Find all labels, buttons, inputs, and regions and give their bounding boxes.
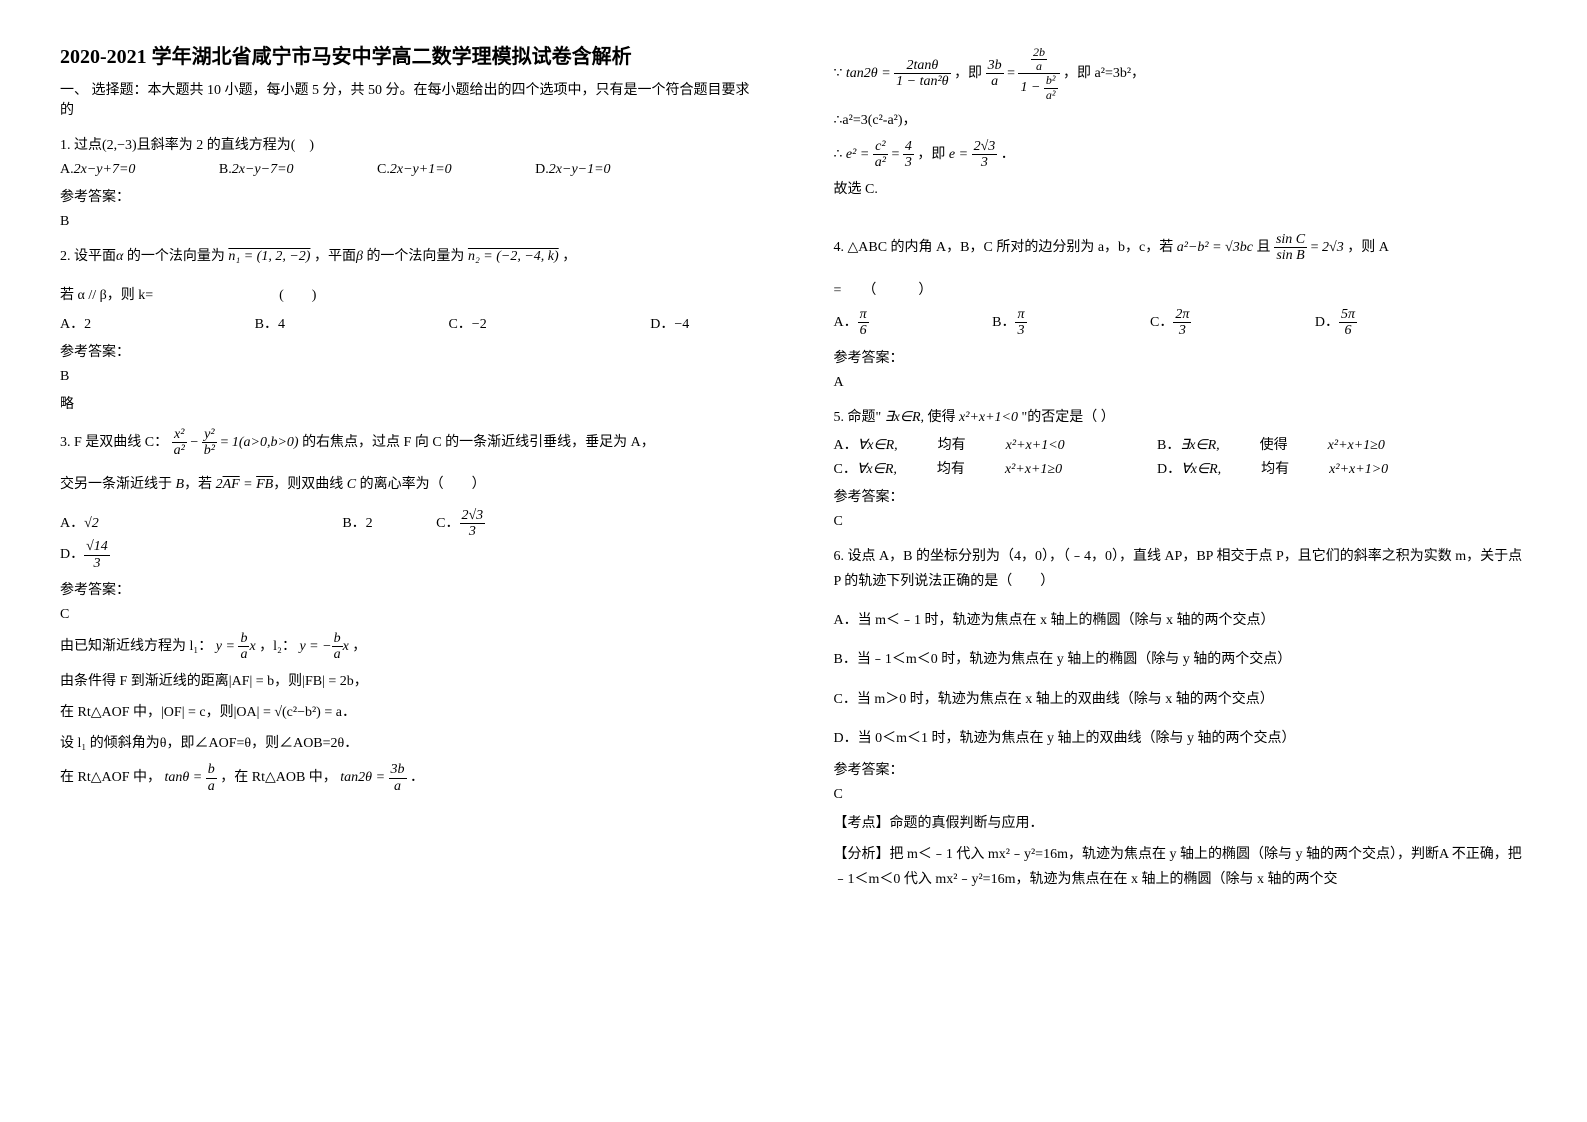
q5B-b: 使得 (1260, 434, 1288, 454)
question-3: 3. F 是双曲线 C： x²a² − y²b² = 1(a>0,b>0) 的右… (60, 427, 754, 459)
q1-answer: B (60, 214, 754, 230)
q6-fenxi: 【分析】把 m＜﹣1 代入 mx²﹣y²=16m，轨迹为焦点在 y 轴上的椭圆（… (834, 842, 1528, 892)
q6-opt-c: C．当 m＞0 时，轨迹为焦点在 x 轴上的双曲线（除与 x 轴的两个交点） (834, 687, 1528, 712)
q5-a: 5. 命题" (834, 410, 882, 425)
q3-right-1: ∵ tan2θ = 2tanθ1 − tan²θ ，即 3ba = 2ba1 −… (834, 46, 1528, 102)
q3-w1c: ， (352, 639, 366, 654)
q6-opt-a: A．当 m＜﹣1 时，轨迹为焦点在 x 轴上的椭圆（除与 x 轴的两个交点） (834, 608, 1528, 633)
q5B-a: ∃x∈R, (1180, 437, 1219, 454)
question-1: 1. 过点(2,−3)且斜率为 2 的直线方程为( ) (60, 133, 754, 158)
q6-kaodian: 【考点】命题的真假判断与应用． (834, 811, 1528, 836)
q2-opt-c: C．−2 (448, 313, 486, 333)
question-4: 4. △ABC 的内角 A，B，C 所对的边分别为 a，b，c，若 a²−b² … (834, 232, 1528, 264)
q4-answer: A (834, 375, 1528, 391)
q3-work-3: 在 Rt△AOF 中，|OF| = c，则|OA| = √(c²−b²) = a… (60, 700, 754, 725)
q3-answer-label: 参考答案： (60, 579, 754, 599)
q2-note: 略 (60, 393, 754, 413)
q1-opt-b: 2x−y−7=0 (232, 162, 294, 178)
q4-answer-label: 参考答案： (834, 347, 1528, 367)
q3-w5c: ． (410, 771, 424, 786)
r-w1c: ，即 a²=3b²， (1063, 66, 1145, 81)
r-w1a: ∵ (834, 66, 843, 81)
q3-answer: C (60, 607, 754, 623)
q3-options: A．√2 B．2 C．2√33 D．√143 (60, 508, 754, 572)
q2-answer: B (60, 369, 754, 385)
q3-w5a: 在 Rt△AOF 中， (60, 771, 161, 786)
q1-options: A.2x−y+7=0 B.2x−y−7=0 C.2x−y+1=0 D.2x−y−… (60, 162, 754, 178)
q1-opt-a: 2x−y+7=0 (74, 162, 136, 178)
q5-options-row1: A．∀x∈R,均有x²+x+1<0 B．∃x∈R,使得x²+x+1≥0 (834, 434, 1528, 454)
q3-work-4: 设 l₁ 的倾斜角为θ，即∠AOF=θ，则∠AOB=2θ． (60, 731, 754, 756)
q4-options: A．π6 B．π3 C．2π3 D．5π6 (834, 307, 1528, 339)
q5A-b: 均有 (938, 434, 966, 454)
q2-part-d: 的一个法向量为 (366, 249, 464, 264)
q1-opt-d: 2x−y−1=0 (549, 162, 611, 178)
q5C-a: ∀x∈R, (857, 461, 897, 478)
q4-c: ，则 A (1347, 240, 1389, 255)
section-header: 一、 选择题：本大题共 10 小题，每小题 5 分，共 50 分。在每小题给出的… (60, 79, 754, 119)
q2-options: A．2 B．4 C．−2 D．−4 (60, 313, 754, 333)
q5D-b: 均有 (1261, 458, 1289, 478)
q2-opt-a: A．2 (60, 313, 91, 333)
q5A-c: x²+x+1<0 (1006, 438, 1065, 454)
q5A-a: ∀x∈R, (858, 437, 898, 454)
q2-part-b: 的一个法向量为 (127, 249, 225, 264)
r-w1b: ，即 (954, 66, 982, 81)
q6-answer-label: 参考答案： (834, 759, 1528, 779)
q5-c: "的否定是（ ） (1022, 410, 1115, 425)
r-w3c: ． (1001, 147, 1015, 162)
question-2: 2. 设平面α 的一个法向量为 n₁ = (1, 2, −2) ，平面β 的一个… (60, 244, 754, 269)
q2-answer-label: 参考答案： (60, 341, 754, 361)
q2-part-c: ，平面 (314, 249, 356, 264)
q2-condition: 若 α // β，则 k= ( ) (60, 283, 754, 308)
q5-exists: ∃x∈R, (885, 410, 924, 425)
q1-opt-c: 2x−y+1=0 (390, 162, 452, 178)
page-title: 2020-2021 学年湖北省咸宁市马安中学高二数学理模拟试卷含解析 (60, 40, 754, 69)
question-6: 6. 设点 A，B 的坐标分别为（4，0），（﹣4，0），直线 AP，BP 相交… (834, 544, 1528, 594)
q2-opt-d: D．−4 (650, 313, 689, 333)
q3-work-2: 由条件得 F 到渐近线的距离|AF| = b，则|FB| = 2b， (60, 669, 754, 694)
r-w3b: ，即 (917, 147, 945, 162)
q2-n1: n₁ = (1, 2, −2) (228, 249, 310, 264)
question-5: 5. 命题" ∃x∈R, 使得 x²+x+1<0 "的否定是（ ） (834, 405, 1528, 430)
q3-part-b: 的右焦点，过点 F 向 C 的一条渐近线引垂线，垂足为 A， (302, 435, 655, 450)
q5C-b: 均有 (937, 458, 965, 478)
q5D-a: ∀x∈R, (1181, 461, 1221, 478)
q3-work-1: 由已知渐近线方程为 l₁： y = bax ，l₂： y = −bax ， (60, 631, 754, 663)
q3-w1b: ，l₂： (259, 639, 296, 654)
r-w3a: ∴ (834, 147, 843, 162)
q4-eq1: a²−b² = √3bc (1177, 240, 1253, 255)
q5D-c: x²+x+1>0 (1329, 462, 1388, 478)
q3-right-2: ∴a²=3(c²-a²)， (834, 108, 1528, 133)
q2-n2: n₂ = (−2, −4, k) (468, 249, 559, 264)
q2-part-e: ， (562, 249, 576, 264)
q3-part-a: 3. F 是双曲线 C： (60, 435, 168, 450)
q5-answer: C (834, 514, 1528, 530)
q4-d: = （ ） (834, 278, 1528, 303)
q6-opt-d: D．当 0＜m＜1 时，轨迹为焦点在 y 轴上的双曲线（除与 y 轴的两个交点） (834, 726, 1528, 751)
q3-right-3: ∴ e² = c²a² = 43 ，即 e = 2√33 ． (834, 139, 1528, 171)
q3-work-5: 在 Rt△AOF 中， tanθ = ba ，在 Rt△AOB 中， tan2θ… (60, 762, 754, 794)
q4-b: 且 (1256, 240, 1270, 255)
q5-answer-label: 参考答案： (834, 486, 1528, 506)
q3-w5b: ，在 Rt△AOB 中， (220, 771, 337, 786)
q5-b: 使得 (928, 410, 956, 425)
q3-right-4: 故选 C. (834, 177, 1528, 202)
q4-a: 4. △ABC 的内角 A，B，C 所对的边分别为 a，b，c，若 (834, 240, 1174, 255)
q3-w1a: 由已知渐近线方程为 l₁： (60, 639, 212, 654)
q5B-c: x²+x+1≥0 (1328, 438, 1385, 454)
q6-opt-b: B．当﹣1＜m＜0 时，轨迹为焦点在 y 轴上的椭圆（除与 y 轴的两个交点） (834, 647, 1528, 672)
q5-cond: x²+x+1<0 (959, 410, 1018, 425)
q2-opt-b: B．4 (255, 313, 285, 333)
q5-options-row2: C．∀x∈R,均有x²+x+1≥0 D．∀x∈R,均有x²+x+1>0 (834, 458, 1528, 478)
q2-part-a: 2. 设平面 (60, 249, 116, 264)
q3-opt-b: B．2 (342, 512, 372, 532)
q1-answer-label: 参考答案： (60, 186, 754, 206)
q3-part-c: 交另一条渐近线于 B，若 2AF = FB，则双曲线 C 的离心率为（ ） (60, 472, 754, 497)
q5C-c: x²+x+1≥0 (1005, 462, 1062, 478)
q6-answer: C (834, 787, 1528, 803)
